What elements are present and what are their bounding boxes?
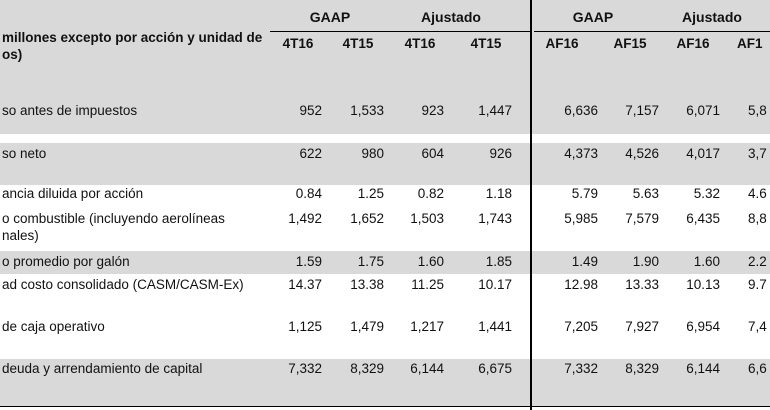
table-cell: 8,329 bbox=[625, 361, 659, 376]
table-cell: 5,8 bbox=[748, 103, 767, 118]
table-cell: 7,579 bbox=[625, 211, 659, 226]
table-cell: 7,332 bbox=[564, 361, 598, 376]
table-cell: 1,479 bbox=[350, 319, 384, 334]
table-cell: 9.7 bbox=[748, 277, 767, 292]
table-cell: 7,332 bbox=[288, 361, 322, 376]
table-cell: 7,205 bbox=[564, 319, 598, 334]
row-label: ad costo consolidado (CASM/CASM-Ex) bbox=[2, 277, 244, 292]
table-cell: 5,985 bbox=[564, 211, 598, 226]
table-cell: 1.75 bbox=[357, 254, 384, 269]
table-cell: 1,492 bbox=[288, 211, 322, 226]
table-cell: 1,447 bbox=[478, 103, 512, 118]
table-cell: 4,373 bbox=[564, 146, 598, 161]
column-header: 4T16 bbox=[404, 36, 436, 51]
row-label: de caja operativo bbox=[2, 319, 105, 334]
table-cell: 1,743 bbox=[478, 211, 512, 226]
row-label: deuda y arrendamiento de capital bbox=[2, 361, 203, 376]
table-cell: 6,144 bbox=[410, 361, 444, 376]
table-cell: 1,533 bbox=[350, 103, 384, 118]
table-cell: 4,017 bbox=[686, 146, 720, 161]
table-cell: 5.32 bbox=[693, 186, 720, 201]
row-band bbox=[0, 251, 770, 274]
row-band bbox=[0, 143, 770, 185]
table-cell: 4,526 bbox=[625, 146, 659, 161]
table-cell: 11.25 bbox=[411, 277, 444, 292]
table-cell: 1.60 bbox=[693, 254, 720, 269]
table-cell: 1.59 bbox=[295, 254, 322, 269]
header-background bbox=[0, 0, 770, 101]
table-cell: 980 bbox=[361, 146, 384, 161]
row-label: o combustible (incluyendo aerolíneas bbox=[2, 211, 225, 226]
header-adjusted-year: Ajustado bbox=[682, 9, 742, 25]
header-adjusted-quarter: Ajustado bbox=[421, 9, 481, 25]
row-header-label-continued: os) bbox=[2, 47, 23, 62]
table-cell: 1,217 bbox=[410, 319, 444, 334]
table-cell: 2.2 bbox=[748, 254, 767, 269]
table-cell: 8,8 bbox=[748, 211, 767, 226]
table-cell: 1.25 bbox=[357, 186, 384, 201]
table-cell: 5.63 bbox=[632, 186, 659, 201]
table-cell: 1,503 bbox=[410, 211, 444, 226]
column-header: 4T16 bbox=[282, 36, 314, 51]
row-band bbox=[0, 101, 770, 134]
row-label: ancia diluida por acción bbox=[2, 186, 144, 201]
row-label: so neto bbox=[2, 146, 47, 161]
table-cell: 1,652 bbox=[350, 211, 384, 226]
group-underline-right bbox=[534, 31, 770, 32]
column-header: AF16 bbox=[676, 36, 710, 51]
table-cell: 1.60 bbox=[417, 254, 444, 269]
table-cell: 6,071 bbox=[686, 103, 720, 118]
column-header: 4T15 bbox=[470, 36, 502, 51]
table-cell: 1.85 bbox=[485, 254, 512, 269]
table-bottom-border bbox=[0, 406, 770, 407]
row-label-continued: nales) bbox=[2, 228, 39, 243]
row-label: so antes de impuestos bbox=[2, 103, 138, 118]
table-cell: 10.13 bbox=[686, 277, 720, 292]
row-header-label: millones excepto por acción y unidad de bbox=[2, 30, 263, 45]
table-cell: 1.49 bbox=[571, 254, 598, 269]
table-cell: 1,125 bbox=[288, 319, 322, 334]
table-cell: 3,7 bbox=[748, 146, 767, 161]
table-cell: 622 bbox=[299, 146, 322, 161]
group-underline-left bbox=[270, 31, 530, 32]
header-gaap-year: GAAP bbox=[572, 9, 614, 25]
table-cell: 13.33 bbox=[625, 277, 659, 292]
table-cell: 0.82 bbox=[417, 186, 444, 201]
header-gaap-quarter: GAAP bbox=[309, 9, 351, 25]
table-cell: 952 bbox=[299, 103, 322, 118]
table-cell: 1.90 bbox=[632, 254, 659, 269]
column-header: AF15 bbox=[613, 36, 647, 51]
table-cell: 7,4 bbox=[748, 319, 767, 334]
table-cell: 7,157 bbox=[625, 103, 659, 118]
table-cell: 6,435 bbox=[686, 211, 720, 226]
table-cell: 8,329 bbox=[350, 361, 384, 376]
table-cell: 13.38 bbox=[350, 277, 384, 292]
table-cell: 926 bbox=[489, 146, 512, 161]
table-cell: 1.18 bbox=[485, 186, 512, 201]
table-cell: 6,6 bbox=[748, 361, 767, 376]
table-cell: 0.84 bbox=[295, 186, 322, 201]
column-header: 4T15 bbox=[342, 36, 374, 51]
table-cell: 6,954 bbox=[686, 319, 720, 334]
row-label: o promedio por galón bbox=[2, 254, 130, 269]
table-cell: 6,675 bbox=[478, 361, 512, 376]
table-cell: 604 bbox=[421, 146, 444, 161]
table-cell: 7,927 bbox=[625, 319, 659, 334]
table-cell: 923 bbox=[421, 103, 444, 118]
table-cell: 6,144 bbox=[686, 361, 720, 376]
table-cell: 6,636 bbox=[564, 103, 598, 118]
table-cell: 10.17 bbox=[478, 277, 512, 292]
table-cell: 12.98 bbox=[564, 277, 598, 292]
table-cell: 5.79 bbox=[571, 186, 598, 201]
column-header: AF1 bbox=[737, 36, 763, 51]
row-band bbox=[0, 359, 770, 406]
column-header: AF16 bbox=[545, 36, 579, 51]
table-cell: 14.37 bbox=[288, 277, 322, 292]
table-cell: 1,441 bbox=[478, 319, 512, 334]
table-cell: 4.6 bbox=[748, 186, 767, 201]
column-divider bbox=[530, 0, 532, 410]
